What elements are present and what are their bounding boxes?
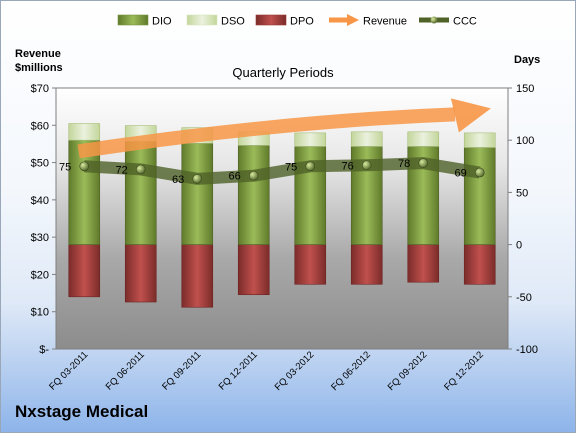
left-axis-tick-label: $70: [31, 83, 49, 95]
ccc-data-label: 78: [398, 158, 410, 170]
ccc-data-label: 63: [172, 174, 184, 186]
legend-label-ccc: CCC: [453, 16, 477, 28]
legend-label-revenue: Revenue: [363, 16, 407, 28]
x-tick-label: FQ 03-2011: [47, 349, 90, 392]
x-tick-label: FQ 12-2011: [217, 349, 260, 392]
left-axis-tick-label: $30: [31, 232, 49, 244]
x-tick-label: FQ 06-2012: [329, 349, 373, 393]
ccc-point: [192, 174, 203, 184]
ccc-point: [135, 164, 146, 175]
dio-bar: [124, 140, 157, 245]
ccc-point: [305, 161, 316, 172]
right-axis-tick-label: 0: [516, 240, 522, 252]
legend-arrow-head: [347, 14, 359, 26]
legend-swatch-dso: [186, 14, 218, 26]
legend-label-dio: DIO: [152, 16, 172, 28]
legend-label-dso: DSO: [221, 16, 245, 28]
ccc-point: [474, 167, 485, 178]
revenue-arrow-head: [450, 98, 491, 133]
right-axis-tick-label: -50: [516, 292, 532, 304]
left-axis-title-line2: $millions: [15, 62, 63, 74]
ccc-data-label: 75: [285, 161, 297, 173]
ccc-point: [361, 160, 372, 171]
right-axis-tick-label: 100: [516, 135, 534, 147]
x-tick-label: FQ 12-2012: [442, 349, 486, 393]
legend-swatch-dpo: [255, 14, 287, 26]
dpo-bar: [350, 244, 383, 285]
dpo-bar: [124, 244, 157, 303]
legend-ccc-dot: [430, 16, 438, 24]
left-axis-tick-label: $60: [31, 120, 49, 132]
dpo-bar: [181, 244, 214, 308]
dso-bar: [294, 132, 327, 147]
left-axis-tick-label: $40: [31, 195, 49, 207]
x-tick-label: FQ 09-2011: [160, 349, 203, 392]
ccc-data-label: 66: [229, 171, 241, 183]
ccc-data-label: 72: [116, 164, 128, 176]
x-tick-label: FQ 06-2011: [104, 349, 147, 392]
dio-bar: [463, 147, 496, 245]
x-tick-label: FQ 03-2012: [273, 349, 317, 393]
dio-bar: [237, 145, 270, 245]
left-axis-tick-label: $50: [31, 158, 49, 170]
dso-bar: [350, 131, 383, 147]
ccc-point: [79, 161, 90, 172]
revenue-arrow: [77, 107, 456, 159]
dio-bar: [181, 143, 214, 245]
right-axis-title: Days: [514, 54, 540, 66]
chart-subtitle: Quarterly Periods: [232, 65, 334, 80]
right-axis-tick-label: 150: [516, 83, 534, 95]
dpo-bar: [463, 244, 496, 285]
dso-bar: [463, 132, 496, 148]
x-tick-label: FQ 09-2012: [386, 349, 430, 393]
dpo-bar: [237, 244, 270, 296]
ccc-point: [418, 158, 429, 168]
left-axis-title-line1: Revenue: [15, 48, 61, 60]
dso-bar: [407, 131, 440, 147]
right-axis-tick-label: -100: [516, 344, 538, 356]
right-axis-tick-label: 50: [516, 187, 528, 199]
ccc-point: [248, 170, 259, 181]
ccc-data-label: 75: [59, 161, 71, 173]
ccc-line: [83, 157, 481, 185]
legend-label-dpo: DPO: [290, 16, 314, 28]
ccc-data-label: 69: [455, 168, 467, 180]
left-axis-tick-label: $20: [31, 269, 49, 281]
left-axis-tick-label: $10: [31, 307, 49, 319]
legend-swatch-dio: [117, 14, 149, 26]
dpo-bar: [68, 244, 101, 298]
dpo-bar: [407, 244, 440, 283]
company-name: Nxstage Medical: [15, 402, 148, 421]
left-axis-tick-label: $-: [39, 344, 49, 356]
ccc-data-label: 76: [342, 160, 354, 172]
dpo-bar: [294, 244, 327, 285]
dso-bar: [68, 123, 101, 141]
